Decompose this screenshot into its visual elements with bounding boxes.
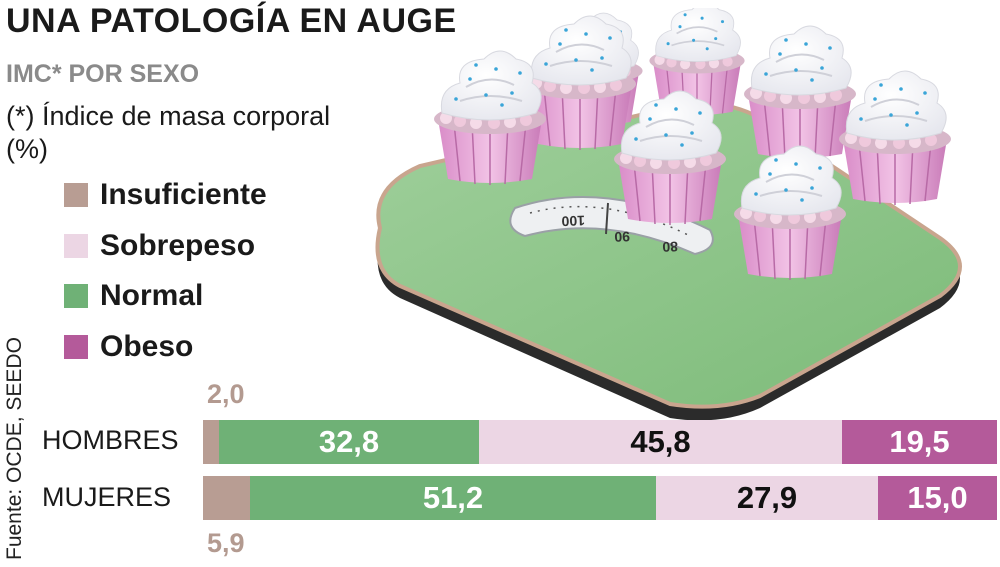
- legend-swatch: [64, 183, 88, 208]
- insuficiente-label-hombres: 2,0: [207, 379, 245, 409]
- cupcake: [838, 70, 952, 206]
- scale-cupcakes-illustration: 100 90 80: [375, 8, 962, 421]
- bar-segment-insuficiente-mujeres: [203, 476, 250, 520]
- cupcake: [523, 15, 637, 151]
- dial-mark: 100: [561, 213, 585, 230]
- bar-mujeres: 51,2 27,9 15,0: [203, 476, 997, 520]
- row-label-hombres: HOMBRES: [42, 425, 179, 455]
- row-label-mujeres: MUJERES: [42, 482, 172, 512]
- bar-value-label: 45,8: [630, 424, 691, 459]
- insuficiente-label-mujeres: 5,9: [207, 528, 245, 558]
- legend-label: Normal: [100, 279, 204, 313]
- legend: Insuficiente Sobrepeso Normal Obeso: [64, 170, 267, 372]
- bar-segment-insuficiente-hombres: [203, 420, 219, 464]
- chart-note: (*) Índice de masa corporal (%): [6, 100, 330, 166]
- bar-value-label: 19,5: [889, 424, 950, 459]
- note-unit: (%): [6, 134, 48, 164]
- note-definition: (*) Índice de masa corporal: [6, 101, 331, 131]
- bar-value-label: 32,8: [318, 424, 380, 459]
- bar-segment-normal-hombres: 32,8: [219, 420, 479, 464]
- bar-value-label: 51,2: [422, 480, 484, 515]
- cupcake: [433, 50, 547, 186]
- bar-segment-sobrepeso-hombres: 45,8: [479, 420, 842, 464]
- bar-value-label: 15,0: [907, 480, 968, 515]
- source-credit: Fuente: OCDE, SEEDO: [3, 337, 26, 560]
- bar-segment-obeso-hombres: 19,5: [842, 420, 997, 464]
- legend-swatch: [64, 233, 88, 258]
- legend-item-sobrepeso: Sobrepeso: [64, 221, 267, 272]
- bar-segment-sobrepeso-mujeres: 27,9: [656, 476, 878, 520]
- legend-label: Insuficiente: [100, 178, 267, 212]
- bar-hombres: 32,8 45,8 19,5: [203, 420, 997, 464]
- legend-swatch: [64, 334, 88, 359]
- legend-item-insuficiente: Insuficiente: [64, 170, 267, 221]
- chart-title: UNA PATOLOGÍA EN AUGE: [6, 2, 457, 40]
- chart-subtitle: IMC* POR SEXO: [6, 60, 200, 88]
- legend-swatch: [64, 284, 88, 309]
- bar-segment-normal-mujeres: 51,2: [250, 476, 656, 520]
- legend-item-obeso: Obeso: [64, 322, 267, 373]
- legend-label: Sobrepeso: [100, 228, 256, 262]
- dial-mark: 90: [614, 229, 630, 246]
- bar-segment-obeso-mujeres: 15,0: [878, 476, 997, 520]
- legend-item-normal: Normal: [64, 271, 267, 322]
- bar-value-label: 27,9: [736, 480, 798, 515]
- dial-mark: 80: [662, 239, 678, 256]
- legend-label: Obeso: [100, 329, 194, 363]
